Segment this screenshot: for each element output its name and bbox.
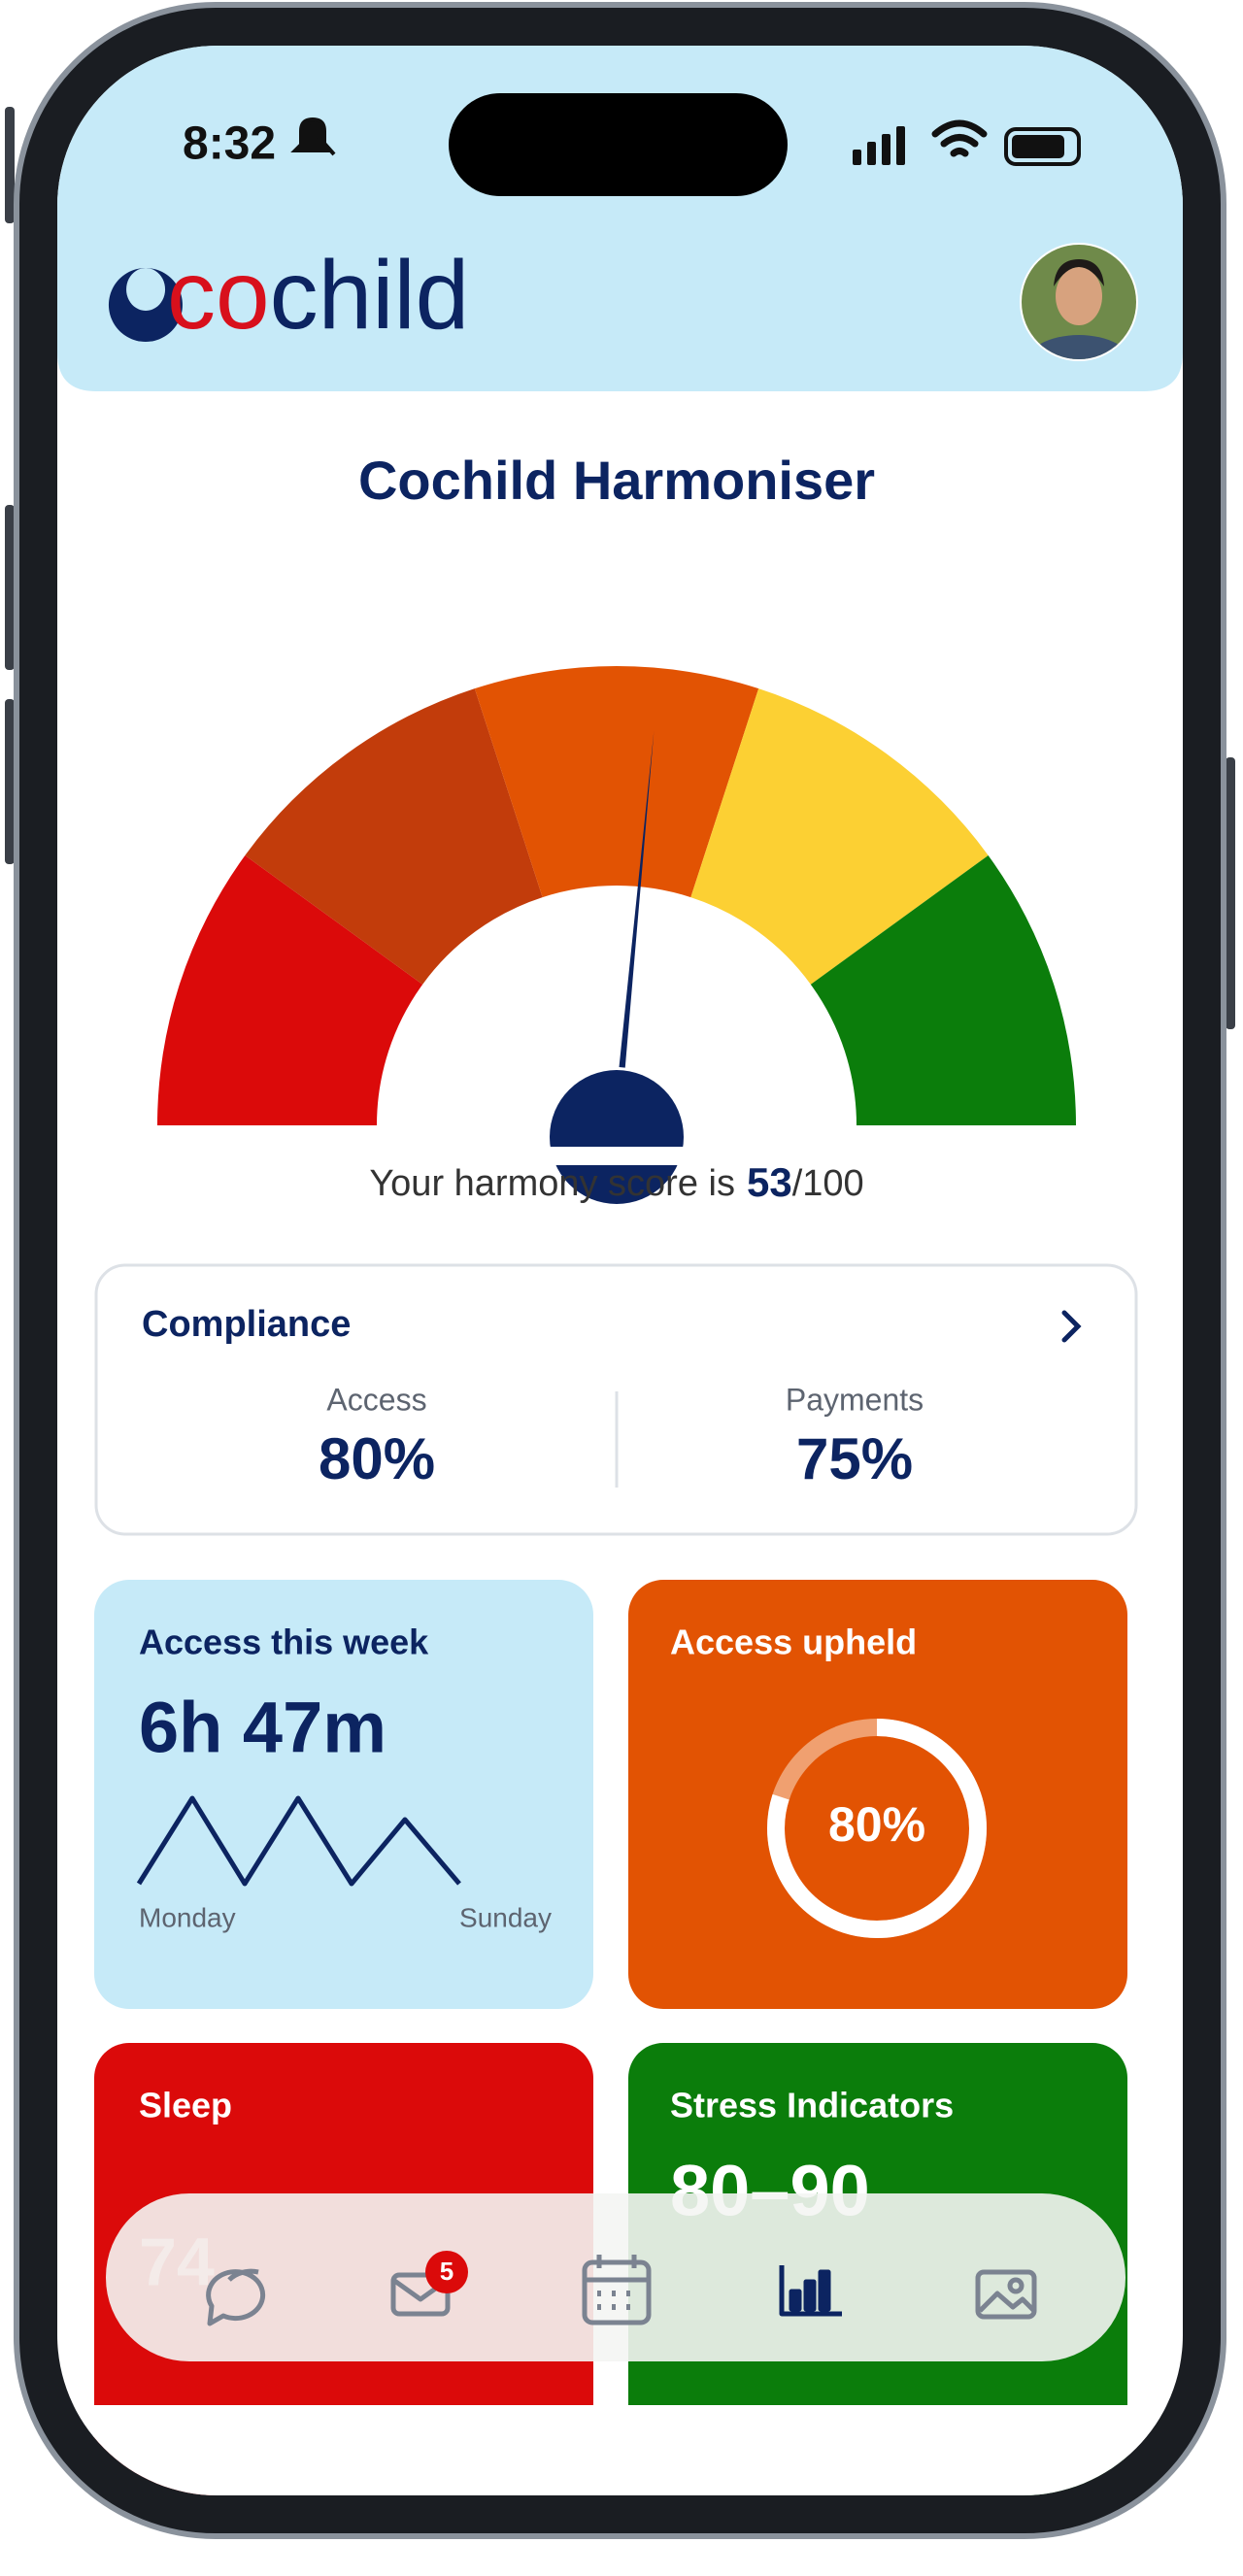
score-value: 53 [747,1159,792,1205]
mute-icon [290,117,336,156]
access-week-card[interactable] [94,1580,593,2009]
gauge-segment [245,688,543,985]
gauge [157,666,1076,1204]
dynamic-island [449,93,788,196]
gauge-segment [157,854,423,1125]
card-title: Compliance [142,1304,351,1345]
card-value: 6h 47m [139,1688,386,1768]
status-time: 8:32 [183,118,276,170]
gauge-segment [810,854,1076,1125]
ring-progress [767,1719,987,1938]
needle [619,730,655,1068]
section-title: Cochild Harmoniser [358,450,875,511]
gauge-segment [690,688,989,985]
axis-label: Sunday [459,1902,552,1932]
chevron[interactable] [1061,1310,1082,1343]
tab-photos[interactable] [975,2269,1037,2320]
card-title: Access upheld [670,1623,917,1662]
side-button [5,699,15,864]
badge-count: 5 [440,2257,454,2286]
gauge-segment [474,666,759,898]
tab-calendar[interactable] [582,2255,652,2325]
tab-chat[interactable] [206,2268,266,2326]
sparkline [136,1795,461,1887]
metric-label: Payments [786,1382,924,1417]
side-button [5,505,15,670]
axis-label: Monday [139,1902,236,1932]
access-upheld-card[interactable] [628,1580,1127,2009]
hub-mask [534,1147,699,1165]
metric-value: 80% [319,1426,435,1491]
metric-value: 75% [796,1426,913,1491]
needle-hub [550,1070,684,1204]
side-button [1226,757,1235,1029]
avatar[interactable] [1020,243,1138,393]
logo-mark-hole [126,268,166,311]
bottom-area [57,2405,1183,2495]
metric-label: Access [326,1382,426,1417]
card-title: Access this week [139,1623,429,1662]
card-title: Sleep [139,2086,232,2125]
battery-icon [1004,127,1081,166]
screen: 8:32 cochild Cochild Harmoniser Your har… [57,46,1183,2495]
signal-icon [853,126,905,165]
card-title: Stress Indicators [670,2086,954,2125]
badge [425,2251,468,2293]
ring-label: 80% [828,1797,925,1852]
logo: cochild [167,241,469,350]
tab-stats[interactable] [779,2265,842,2317]
side-button [5,107,15,223]
wifi-icon [931,119,988,157]
score-text: Your harmony score is 53/100 [369,1159,863,1205]
battery-level [1012,135,1064,158]
